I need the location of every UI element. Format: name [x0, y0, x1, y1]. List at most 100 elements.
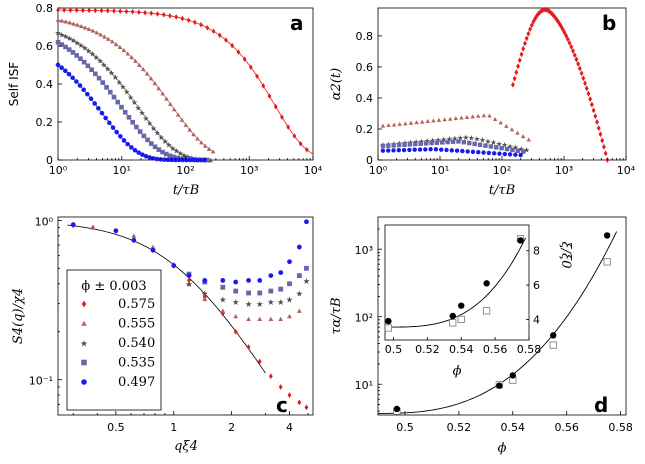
panel-c-frame — [57, 216, 314, 416]
data-point-0.497 — [74, 79, 79, 84]
data-point-0.555 — [278, 316, 284, 322]
data-point-0.555 — [125, 51, 131, 56]
panel-a-frame — [57, 7, 314, 161]
data-point-0.540: ★ — [93, 53, 100, 62]
legend-marker-0.575 — [81, 300, 87, 308]
data-point-0.575 — [220, 310, 225, 317]
data-point-0.535 — [81, 59, 87, 65]
data-point-0.497 — [198, 157, 204, 163]
data-point-0.555 — [246, 316, 251, 322]
data-point-0.555 — [386, 123, 391, 128]
data-point-0.540: ★ — [277, 297, 284, 307]
data-point-0.575 — [545, 7, 550, 14]
data-point-0.540: ★ — [131, 98, 138, 107]
data-point-0.497 — [428, 147, 433, 152]
data-point-0.497 — [481, 150, 486, 155]
data-point-0.540: ★ — [507, 142, 514, 151]
data-point-0.555 — [137, 62, 142, 67]
data-point-0.497 — [502, 151, 507, 157]
inset-ticks: 0.5 0.52 0.54 0.56 0.58 4 6 8 — [385, 245, 542, 356]
data-point-0.555 — [287, 313, 292, 319]
data-point-0.575 — [93, 7, 98, 14]
data-point-0.540: ★ — [468, 133, 475, 142]
data-point-0.497 — [77, 83, 83, 88]
data-point-0.540: ★ — [66, 34, 73, 43]
data-point-0.497 — [497, 151, 502, 156]
data-point-0.555 — [453, 116, 459, 121]
data-point-0.575 — [211, 28, 216, 34]
data-point-0.555 — [131, 233, 137, 238]
data-point-0.535 — [145, 137, 150, 143]
panel-d-xlabel: ϕ — [498, 441, 507, 456]
inset-frame — [384, 224, 530, 341]
data-point-0.497 — [154, 156, 160, 162]
data-point-0.575 — [87, 7, 91, 14]
data-point-0.575 — [591, 107, 596, 114]
x-tick-label: 10¹ — [431, 164, 449, 177]
legend-label: 0.497 — [118, 375, 155, 390]
data-point-0.575 — [297, 399, 302, 406]
data-point-0.497 — [59, 65, 64, 71]
data-point-0.535 — [137, 129, 143, 134]
data-point-0.575 — [514, 69, 519, 76]
inset-open-point — [384, 324, 392, 332]
data-point-0.497 — [460, 148, 465, 154]
data-point-0.555 — [220, 308, 226, 313]
data-point-0.555 — [55, 17, 61, 22]
data-point-0.575 — [180, 15, 185, 22]
data-point-0.555 — [436, 117, 442, 122]
inset-x-tick-label: 0.5 — [385, 343, 403, 356]
data-point-0.575 — [524, 35, 529, 42]
data-point-0.497 — [507, 152, 513, 157]
data-point-0.535 — [456, 139, 461, 144]
data-point-0.497 — [162, 157, 167, 162]
data-point-0.535 — [149, 141, 154, 146]
y-tick-label: 0.8 — [36, 2, 54, 15]
data-point-0.535 — [205, 157, 210, 163]
data-point-0.535 — [156, 147, 162, 152]
data-point-0.555 — [257, 316, 263, 322]
open-data-point — [549, 341, 557, 349]
data-point-0.540: ★ — [181, 151, 188, 160]
data-point-0.540: ★ — [116, 78, 123, 87]
inset-y-tick-label: 8 — [533, 245, 540, 258]
panel-d-ylabel: τα/τB — [329, 297, 344, 334]
data-point-0.497 — [191, 157, 196, 163]
filled-data-point — [393, 405, 401, 413]
legend-marker-0.535 — [81, 359, 87, 366]
data-point-0.535 — [126, 115, 132, 120]
data-point-0.535 — [220, 284, 226, 290]
data-point-0.535 — [499, 146, 504, 151]
data-point-0.575 — [217, 32, 222, 39]
data-point-0.540: ★ — [424, 137, 431, 146]
legend-items: 0.575 0.555 ★ 0.540 0.535 0.497 — [80, 297, 155, 390]
data-point-0.555 — [121, 48, 127, 53]
data-point-0.555 — [102, 34, 107, 39]
data-point-0.555 — [78, 23, 84, 29]
data-point-0.575 — [124, 8, 129, 15]
data-point-0.497 — [92, 101, 97, 106]
data-point-0.575 — [600, 137, 605, 144]
data-point-0.575 — [571, 48, 575, 54]
data-point-0.575 — [143, 9, 147, 16]
data-point-0.497 — [186, 273, 192, 279]
data-point-0.540: ★ — [479, 136, 486, 145]
data-point-0.540: ★ — [496, 139, 503, 148]
data-point-0.540: ★ — [173, 147, 180, 156]
data-point-0.535 — [407, 142, 413, 147]
data-point-0.540: ★ — [184, 152, 191, 161]
data-point-0.497 — [66, 71, 72, 77]
data-point-0.535 — [70, 50, 76, 55]
data-point-0.540: ★ — [89, 50, 96, 59]
data-point-0.555 — [481, 113, 487, 118]
x-tick-label: 10⁰ — [369, 164, 388, 177]
data-point-0.540: ★ — [58, 30, 65, 39]
data-point-0.555 — [160, 91, 165, 96]
x-tick-label: 0.5 — [396, 421, 414, 434]
data-point-0.575 — [519, 51, 524, 58]
data-point-0.497 — [81, 87, 86, 93]
y-tick-label: 0.4 — [36, 78, 54, 91]
data-point-0.497 — [246, 277, 251, 283]
